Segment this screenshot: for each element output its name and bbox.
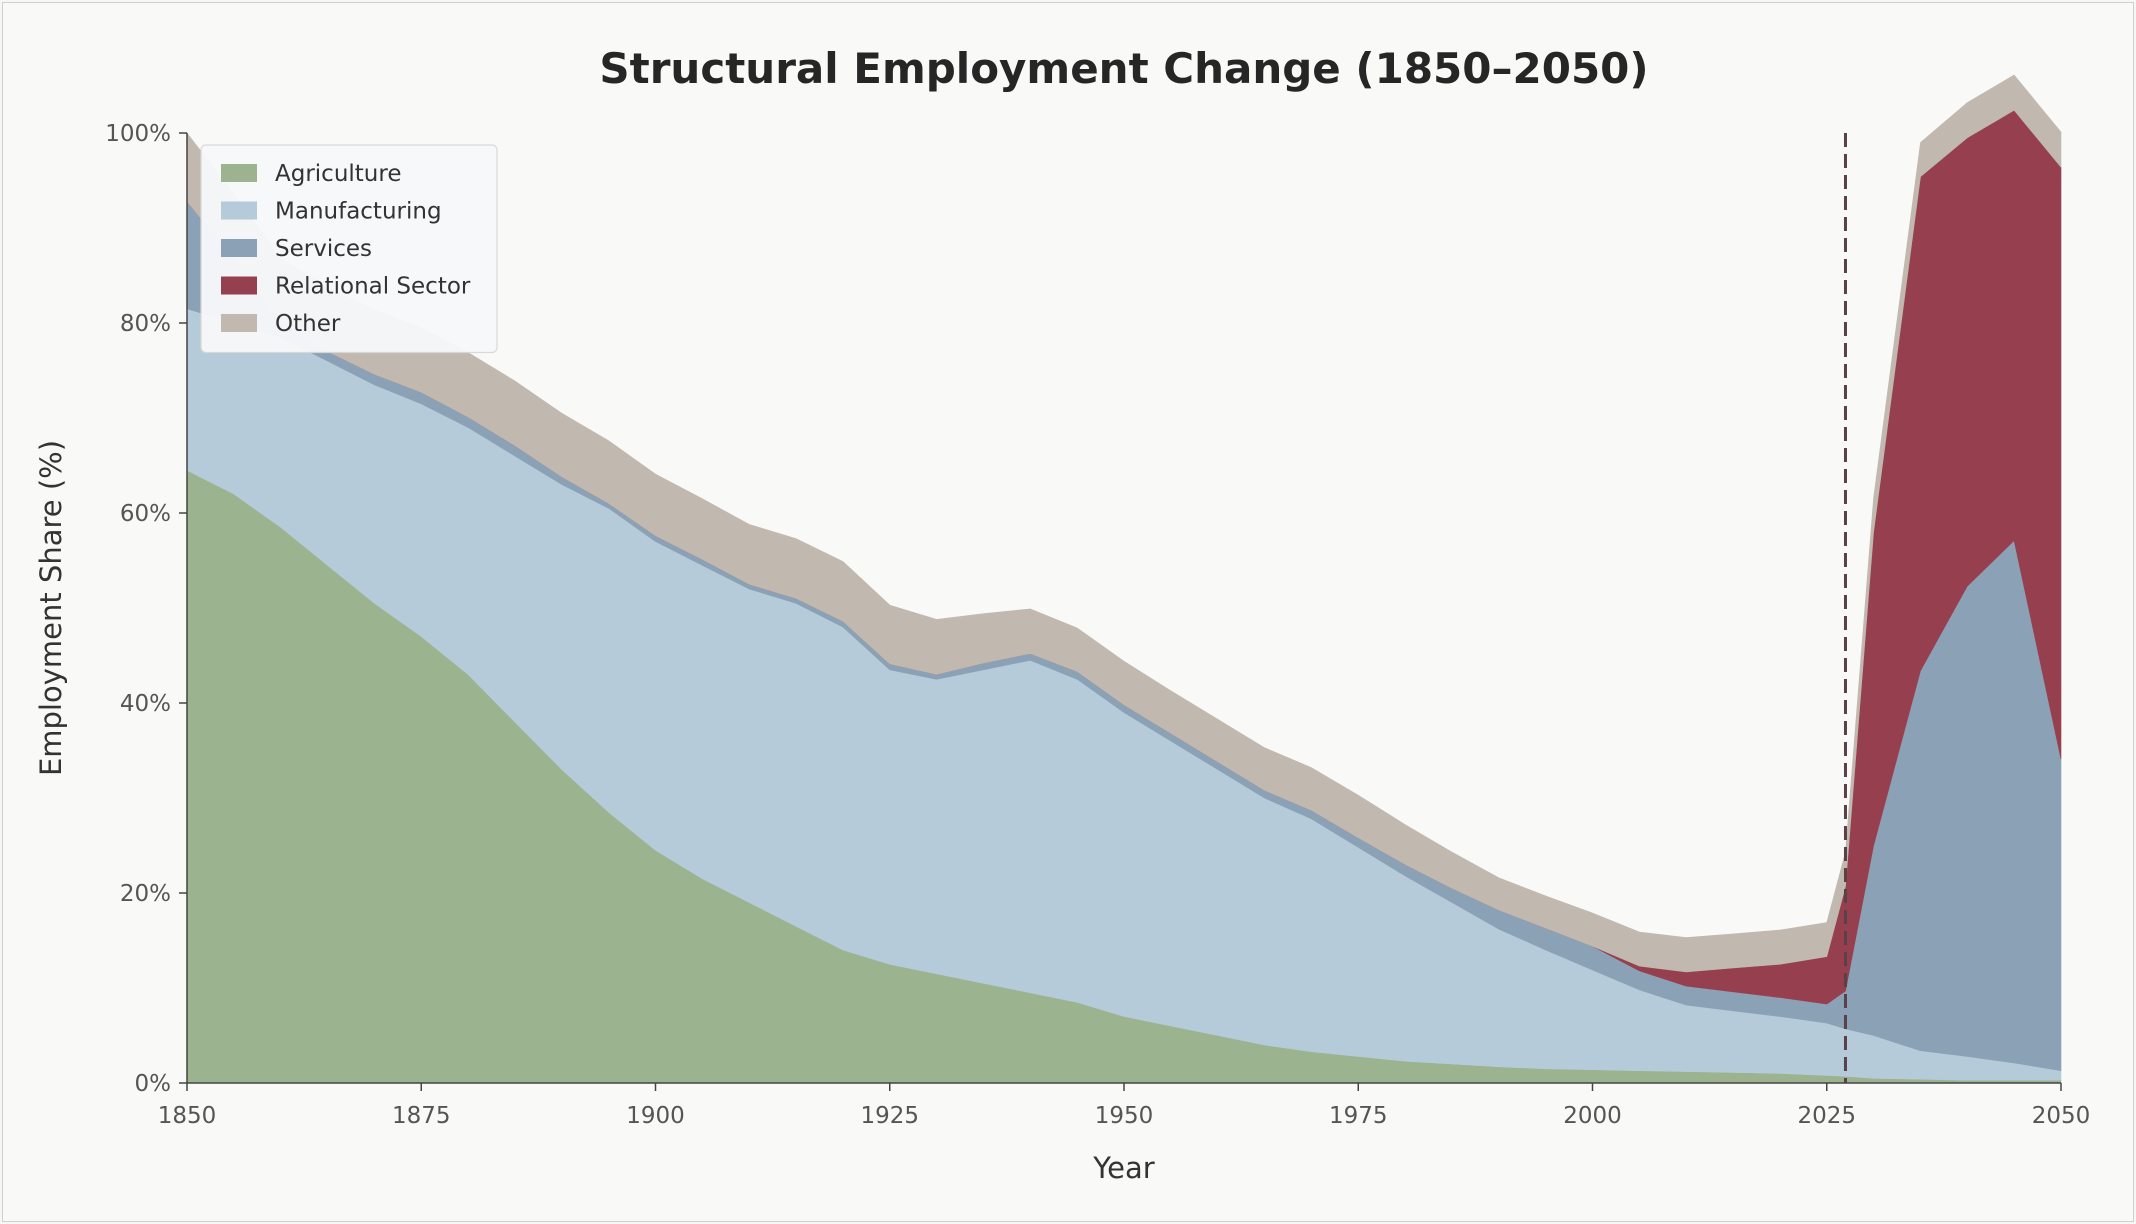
chart-title: Structural Employment Change (1850–2050) xyxy=(599,44,1648,93)
legend-label-relational-sector: Relational Sector xyxy=(275,274,471,300)
legend: Agriculture Manufacturing Services Relation… xyxy=(200,144,498,354)
legend-label-other: Other xyxy=(275,311,341,337)
y-tick-label: 80% xyxy=(120,311,171,337)
x-tick-label: 1875 xyxy=(392,1103,451,1129)
x-tick-label: 2025 xyxy=(1797,1103,1856,1129)
legend-label-services: Services xyxy=(275,236,372,262)
legend-label-manufacturing: Manufacturing xyxy=(275,199,442,225)
legend-swatch-manufacturing xyxy=(221,201,257,220)
x-tick-label: 2000 xyxy=(1563,1103,1622,1129)
x-tick-label: 2050 xyxy=(2032,1103,2091,1129)
y-tick-label: 60% xyxy=(120,501,171,527)
legend-swatch-agriculture xyxy=(221,164,257,182)
x-tick-label: 1975 xyxy=(1329,1103,1388,1129)
y-tick-label: 0% xyxy=(135,1071,172,1097)
legend-swatch-relational-sector xyxy=(221,276,257,295)
legend-box xyxy=(200,144,498,354)
x-tick-label: 1925 xyxy=(860,1103,919,1129)
area-series-group xyxy=(186,74,2062,1084)
y-axis-label: Employment Share (%) xyxy=(34,440,68,776)
axes-group: 1850 1875 1900 1925 1950 1975 2000 2025 2050 0% 20… xyxy=(105,121,2090,1129)
x-tick-label: 1850 xyxy=(158,1103,217,1129)
x-axis-label: Year xyxy=(1092,1151,1154,1185)
y-tick-label: 40% xyxy=(120,691,171,717)
x-tick-label: 1950 xyxy=(1095,1103,1154,1129)
y-tick-label: 20% xyxy=(120,881,171,907)
legend-swatch-services xyxy=(221,239,257,257)
stacked-area-chart: Structural Employment Change (1850–2050)… xyxy=(34,44,2090,1185)
y-tick-label: 100% xyxy=(105,121,171,147)
area-series-other xyxy=(186,74,2062,973)
legend-label-agriculture: Agriculture xyxy=(275,161,402,187)
x-tick-label: 1900 xyxy=(626,1103,685,1129)
legend-swatch-other xyxy=(221,314,257,332)
